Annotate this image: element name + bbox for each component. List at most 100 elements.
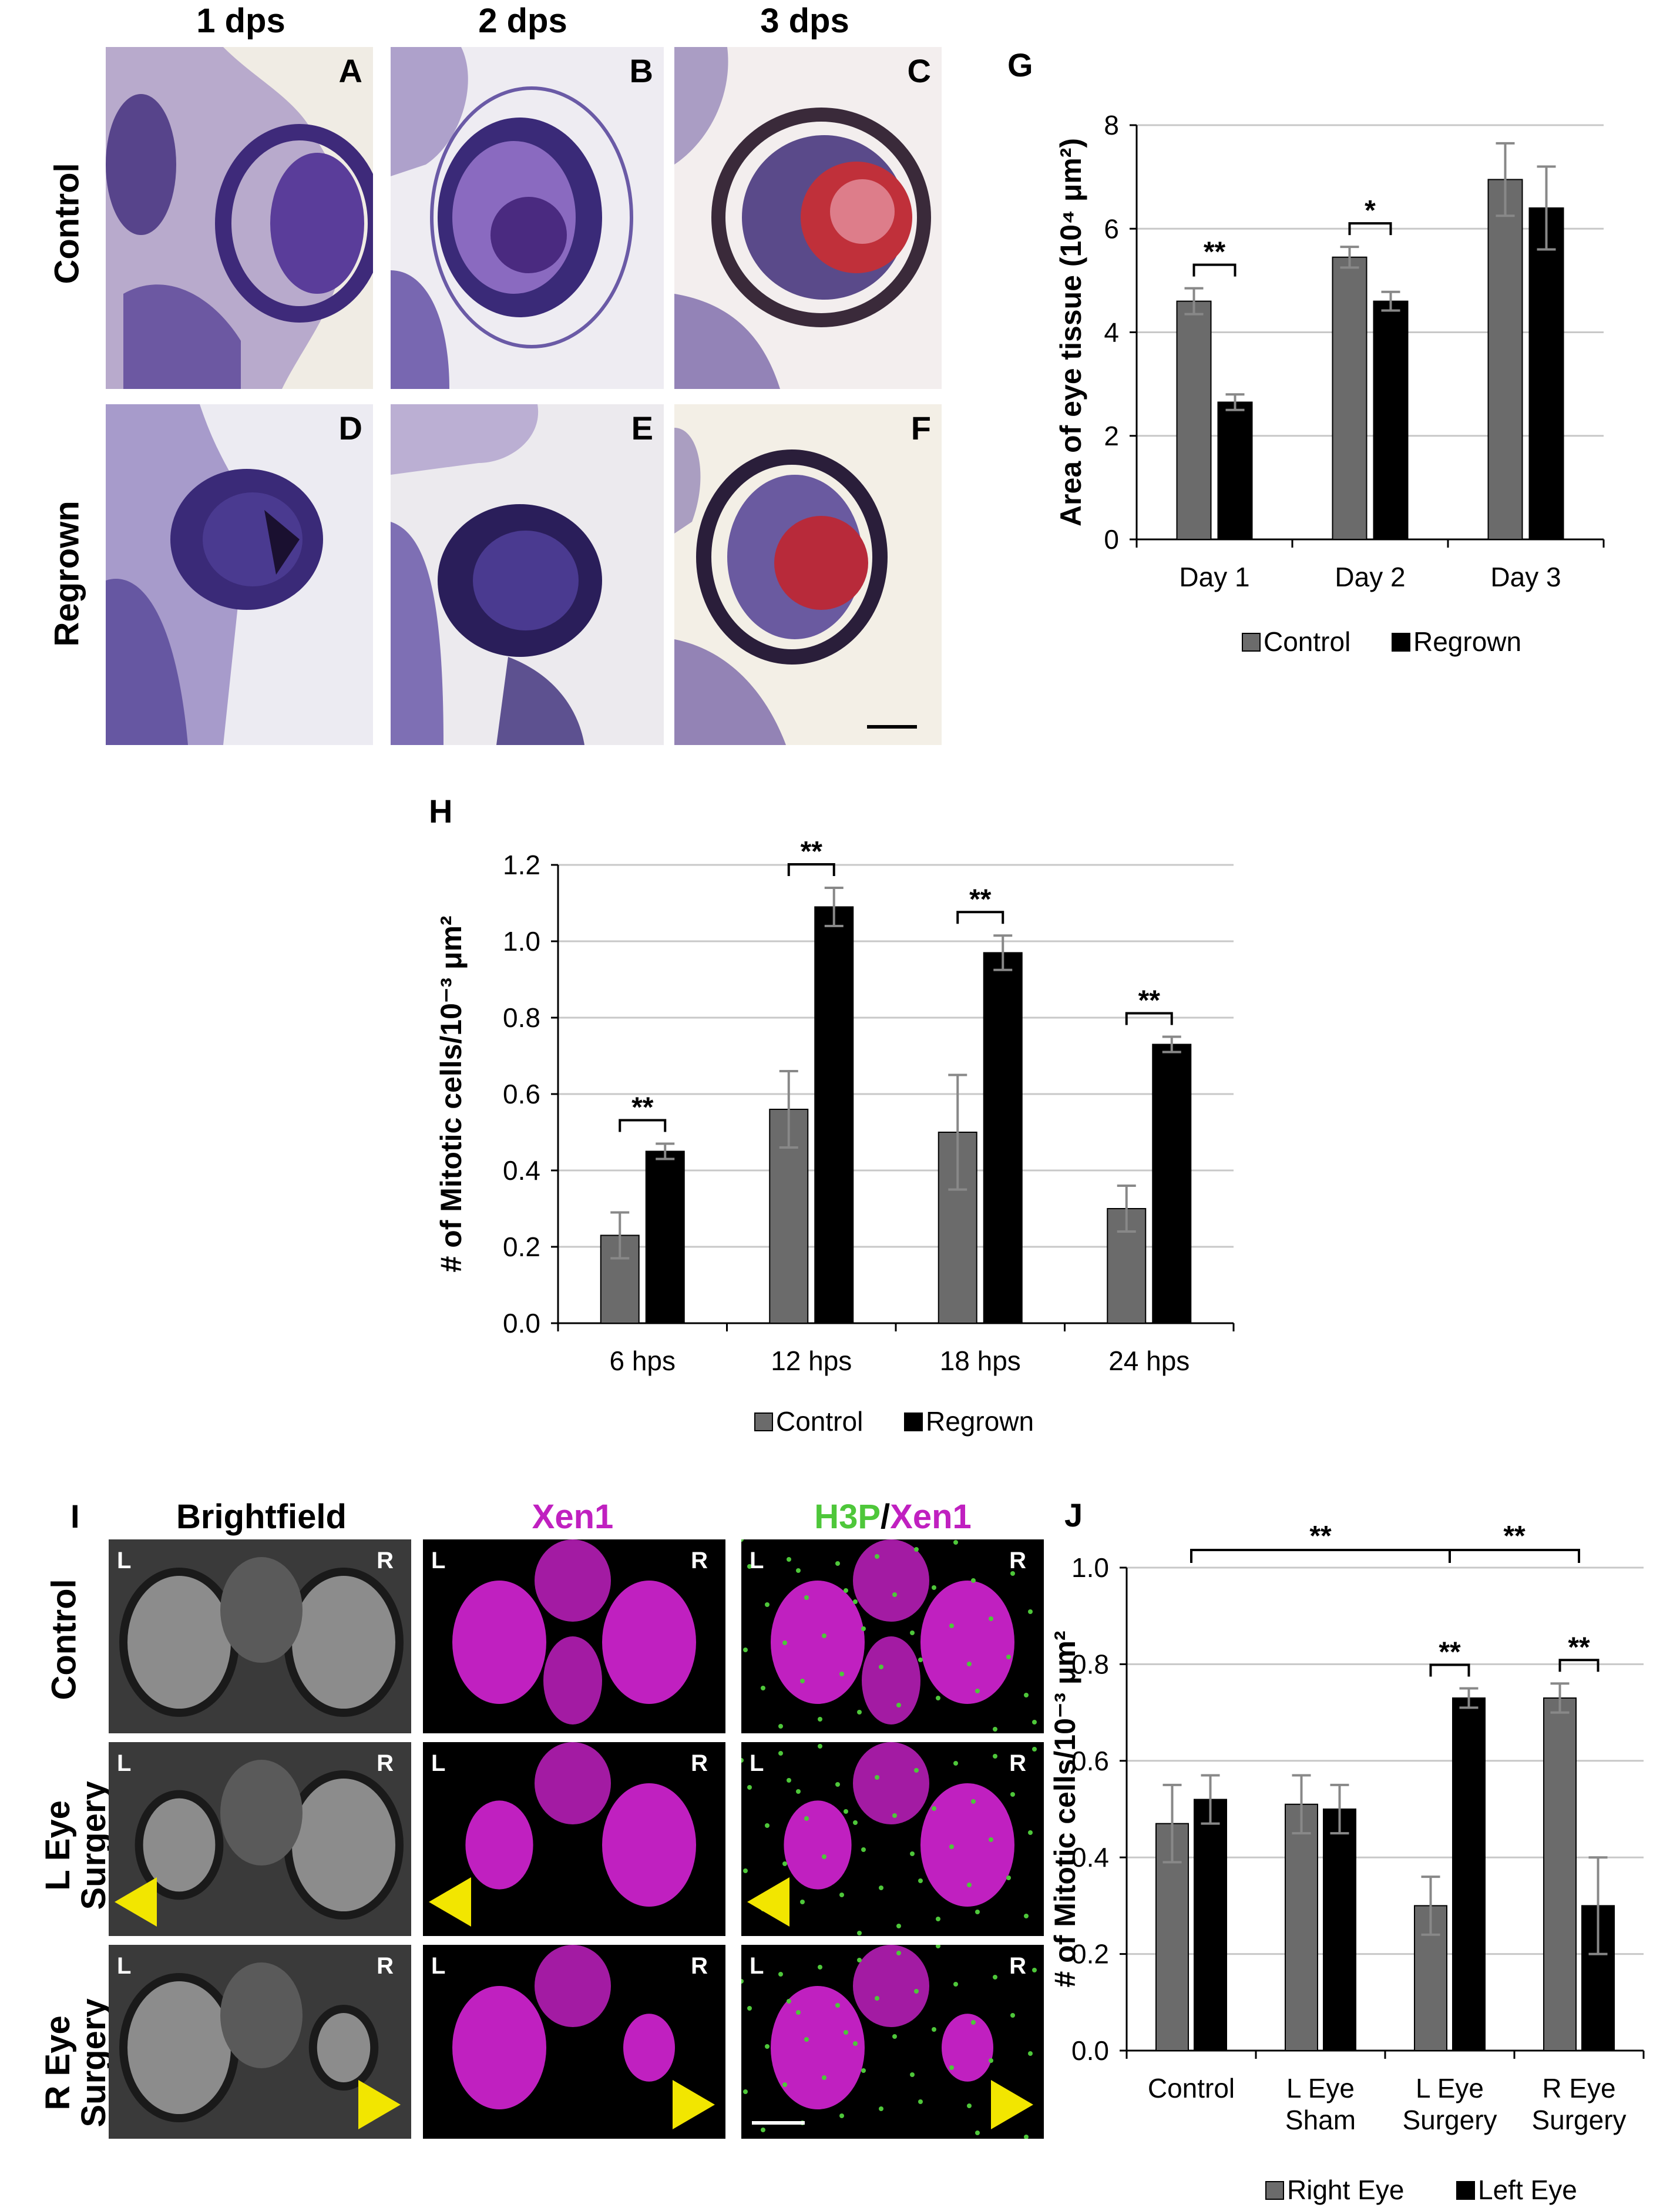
h3p-dot (918, 2099, 923, 2104)
h3p-dot (839, 2113, 844, 2118)
h3p-dot (782, 1640, 787, 1645)
h3p-dot (844, 1588, 848, 1593)
brain-tissue (543, 1636, 602, 1724)
h3p-dot (787, 1557, 791, 1562)
y-tick-label: 0.8 (503, 1002, 540, 1033)
panel-letter-e: E (631, 410, 653, 447)
y-axis-label: # of Mitotic cells/10⁻³ μm² (1051, 1630, 1081, 1987)
h3p-dot (782, 2082, 787, 2087)
h3p-dot (796, 2010, 801, 2015)
h3p-dot (949, 1844, 954, 1849)
h3p-dot (967, 2103, 972, 2108)
legend-label: Right Eye (1287, 2175, 1404, 2205)
h3p-dot (761, 2128, 765, 2132)
legend-swatch (1265, 2181, 1284, 2200)
significance-label: ** (969, 884, 992, 915)
h3p-dot (975, 2131, 980, 2135)
bar-series2-2 (1452, 1697, 1486, 2051)
y-tick-label: 0 (1104, 524, 1119, 555)
fluor-row-label-control: Control (45, 1579, 83, 1700)
panel-letter-a: A (338, 52, 362, 89)
right-eye (623, 2014, 675, 2082)
bar-series1-3 (1543, 1697, 1577, 2051)
column-header-xen1: Xen1 (420, 1497, 725, 1536)
brain-tissue (220, 1760, 303, 1866)
brain-tissue (853, 1742, 929, 1824)
bar-series2-3 (1152, 1044, 1192, 1324)
h3p-dot (879, 1885, 883, 1890)
legend-label: Control (776, 1406, 863, 1437)
h3p-dot (910, 1630, 915, 1635)
h3p-dot (818, 1717, 822, 1722)
bar-series2-2 (983, 952, 1023, 1324)
h3p-dot (932, 2027, 936, 2032)
right-marker: R (1009, 1750, 1026, 1776)
x-tick-label: L Eye (1286, 2073, 1355, 2103)
right-eye (284, 1770, 404, 1920)
yellow-arrowhead-icon (115, 1877, 157, 1927)
panel-letter-b: B (629, 52, 653, 89)
h3p-dot (857, 1710, 862, 1715)
histology-image-a (106, 47, 373, 389)
y-tick-label: 0.0 (1071, 2035, 1109, 2066)
right-eye (920, 1581, 1014, 1704)
scale-bar (867, 725, 917, 729)
panel-letter-d: D (338, 410, 362, 447)
h3p-dot (971, 2020, 976, 2025)
histology-image-e (391, 404, 602, 745)
h3p-dot (765, 2044, 770, 2049)
y-tick-label: 1.2 (503, 850, 540, 880)
panel-letter: H (429, 793, 452, 830)
h3p-dot (918, 1878, 923, 1883)
right-marker: R (691, 1953, 708, 1979)
right-eye (602, 1581, 696, 1704)
x-tick-label: L Eye (1416, 2073, 1484, 2103)
histology-panel-d: D (106, 404, 373, 745)
left-eye (784, 1800, 852, 1890)
fluor-image (741, 1945, 1037, 2139)
xen1b-label: Xen1 (890, 1498, 972, 1536)
xen1-label: Xen1 (532, 1498, 614, 1536)
legend: Control Regrown (1242, 626, 1521, 657)
h3p-dot (971, 1578, 976, 1583)
h3p-dot (741, 1539, 744, 1542)
yellow-arrowhead-icon (429, 1877, 471, 1927)
y-tick-label: 0.4 (503, 1155, 540, 1186)
h3p-dot (910, 2072, 915, 2077)
h3p-dot (778, 1724, 783, 1729)
h3p-dot (765, 1602, 770, 1607)
column-header-1dps: 1 dps (196, 2, 285, 40)
x-tick-label: Sham (1285, 2105, 1356, 2135)
h3p-dot (1028, 1609, 1033, 1614)
significance-bracket (1125, 1012, 1173, 1025)
y-tick-label: 1.0 (503, 926, 540, 957)
h3p-dot (975, 1910, 980, 1914)
right-eye (920, 1783, 1014, 1907)
x-tick-label: Control (1148, 2073, 1235, 2103)
histology-panel-e: E (391, 404, 664, 745)
h3p-dot (953, 1982, 958, 1987)
significance-bracket (1192, 263, 1237, 277)
left-eye (119, 1973, 239, 2122)
y-tick-label: 4 (1104, 317, 1119, 348)
h3p-dot (949, 2065, 954, 2070)
h3p-dot (796, 1789, 801, 1794)
left-eye (452, 1581, 546, 1704)
h3p-dot (804, 1595, 809, 1600)
h3p-dot (853, 2041, 858, 2046)
significance-bracket (787, 863, 835, 876)
x-tick-label: 24 hps (1108, 1346, 1190, 1376)
histology-panel-b: B (391, 47, 664, 389)
y-tick-label: 1.0 (1071, 1552, 1109, 1583)
h3p-dot (892, 2034, 897, 2039)
y-tick-label: 0.2 (503, 1232, 540, 1262)
significance-label: ** (1439, 1637, 1461, 1668)
fluor-image (741, 1742, 1037, 1935)
fluor-image (109, 1742, 411, 1936)
column-header-brightfield: Brightfield (176, 1498, 347, 1536)
yellow-arrowhead-icon (747, 1877, 789, 1927)
legend-label: Regrown (1413, 626, 1521, 657)
h3p-dot (896, 1924, 901, 1928)
